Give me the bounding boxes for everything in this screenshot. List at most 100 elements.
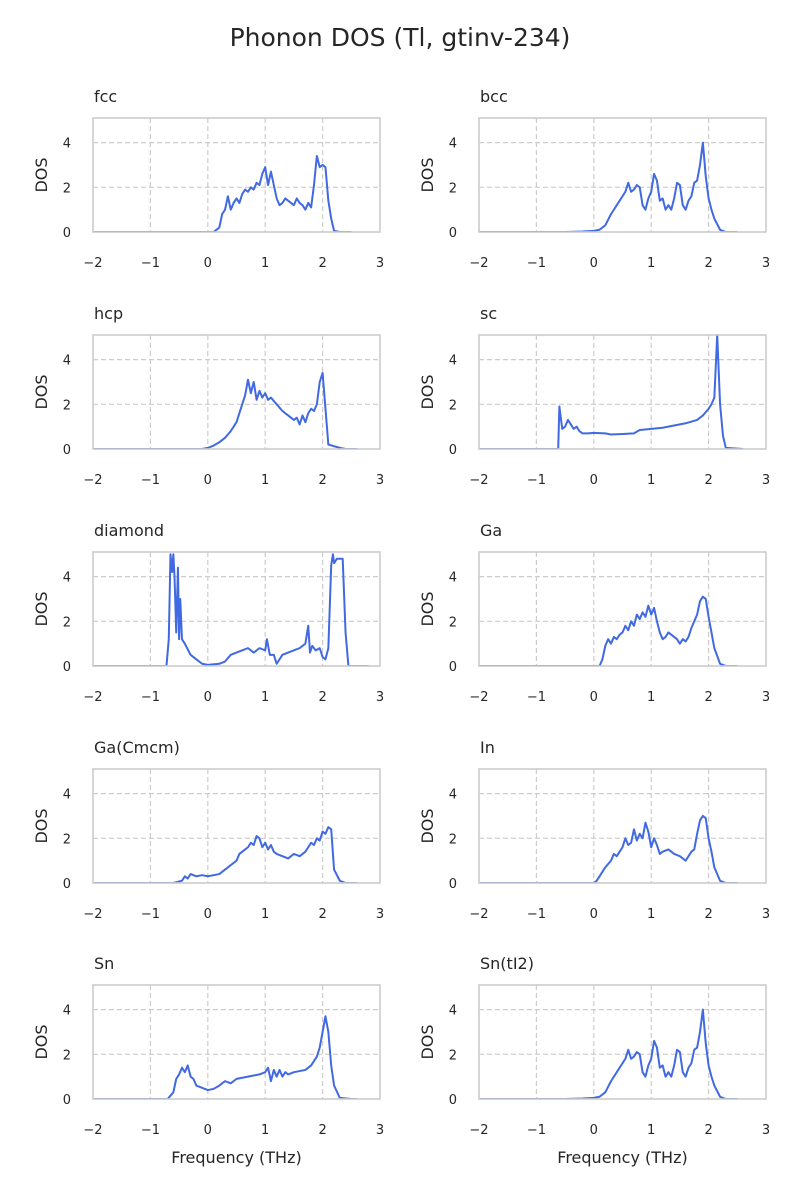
x-tick-label: 0 — [204, 1123, 212, 1138]
x-axis-label: Frequency (THz) — [171, 1148, 301, 1167]
panel-hcp: hcp DOS 0 2 4 −2 −1 0 1 2 3 — [32, 304, 384, 488]
dos-line — [93, 155, 352, 232]
panel-ga: Ga DOS 0 2 4 −2 −1 0 1 2 3 — [418, 521, 770, 705]
x-tick-label: −1 — [527, 256, 546, 271]
panel-sc: sc DOS 0 2 4 −2 −1 0 1 2 3 — [418, 304, 770, 488]
x-tick-label: −2 — [83, 907, 102, 922]
x-tick-label: 2 — [318, 907, 326, 922]
x-tick-label: 2 — [318, 473, 326, 488]
x-tick-label: −2 — [469, 473, 488, 488]
panel-fcc: fcc DOS 0 2 4 −2 −1 0 1 2 3 — [32, 87, 384, 271]
x-tick-label: 1 — [261, 256, 269, 271]
y-tick-label: 0 — [63, 1093, 71, 1108]
x-tick-label: −2 — [83, 1123, 102, 1138]
x-tick-label: 0 — [590, 907, 598, 922]
plot-frame — [92, 551, 381, 667]
figure-title: Phonon DOS (Tl, gtinv-234) — [230, 23, 571, 52]
y-tick-label: 0 — [449, 443, 457, 458]
x-tick-label: 2 — [704, 907, 712, 922]
y-tick-label: 4 — [449, 354, 457, 369]
panel-title: In — [480, 738, 495, 757]
panel-title: Ga — [480, 521, 502, 540]
y-axis-label: DOS — [32, 374, 51, 409]
plot-frame — [92, 117, 381, 233]
x-tick-label: 2 — [704, 256, 712, 271]
plot-frame — [92, 984, 381, 1100]
x-tick-label: 3 — [762, 907, 770, 922]
x-tick-label: −2 — [469, 256, 488, 271]
panel-title: hcp — [94, 304, 123, 323]
x-tick-label: 1 — [647, 473, 655, 488]
y-tick-label: 2 — [63, 615, 71, 630]
x-tick-label: 1 — [261, 690, 269, 705]
x-tick-label: 0 — [204, 907, 212, 922]
panel-title: bcc — [480, 87, 508, 106]
x-tick-label: −1 — [527, 473, 546, 488]
x-tick-label: 3 — [762, 690, 770, 705]
x-tick-label: −2 — [83, 256, 102, 271]
x-tick-label: −1 — [141, 473, 160, 488]
y-axis-label: DOS — [418, 1024, 437, 1059]
plot-frame — [478, 334, 767, 450]
x-tick-label: 1 — [647, 256, 655, 271]
x-tick-label: −1 — [141, 256, 160, 271]
y-axis-label: DOS — [32, 157, 51, 192]
dos-line — [93, 553, 369, 666]
x-tick-label: 2 — [318, 690, 326, 705]
x-tick-label: 1 — [261, 907, 269, 922]
y-tick-label: 2 — [449, 181, 457, 196]
x-tick-label: 3 — [376, 907, 384, 922]
x-tick-label: 0 — [204, 690, 212, 705]
y-tick-label: 0 — [449, 1093, 457, 1108]
y-tick-label: 2 — [449, 832, 457, 847]
plot-frame — [92, 768, 381, 884]
panel-diamond: diamond DOS 0 2 4 −2 −1 0 1 2 3 — [32, 521, 384, 705]
y-tick-label: 4 — [63, 571, 71, 586]
x-tick-label: −2 — [83, 690, 102, 705]
y-axis-label: DOS — [32, 1024, 51, 1059]
x-axis-label: Frequency (THz) — [557, 1148, 687, 1167]
y-tick-label: 2 — [449, 398, 457, 413]
y-axis-label: DOS — [418, 157, 437, 192]
x-tick-label: 0 — [590, 1123, 598, 1138]
x-tick-label: −2 — [83, 473, 102, 488]
x-tick-label: 1 — [261, 1123, 269, 1138]
x-tick-label: −2 — [469, 1123, 488, 1138]
x-tick-label: 2 — [704, 1123, 712, 1138]
y-tick-label: 4 — [449, 571, 457, 586]
x-tick-label: 0 — [204, 256, 212, 271]
dos-line — [479, 1008, 738, 1099]
x-tick-label: −1 — [527, 690, 546, 705]
x-tick-label: 3 — [762, 473, 770, 488]
y-tick-label: 2 — [63, 832, 71, 847]
plot-frame — [92, 334, 381, 450]
y-axis-label: DOS — [418, 808, 437, 843]
x-tick-label: 3 — [376, 1123, 384, 1138]
y-tick-label: 2 — [449, 1048, 457, 1063]
y-tick-label: 4 — [449, 137, 457, 152]
panel-ga-cmcm-: Ga(Cmcm) DOS 0 2 4 −2 −1 0 1 2 3 — [32, 738, 384, 922]
y-tick-label: 4 — [63, 1004, 71, 1019]
x-tick-label: 3 — [376, 690, 384, 705]
panel-title: Sn(tI2) — [480, 954, 534, 973]
panel-title: fcc — [94, 87, 117, 106]
y-tick-label: 4 — [449, 788, 457, 803]
dos-line — [479, 595, 738, 666]
y-tick-label: 0 — [63, 660, 71, 675]
y-tick-label: 2 — [63, 1048, 71, 1063]
panel-title: sc — [480, 304, 497, 323]
dos-line — [93, 1015, 358, 1099]
y-tick-label: 4 — [63, 354, 71, 369]
x-tick-label: 1 — [647, 1123, 655, 1138]
x-tick-label: −1 — [141, 1123, 160, 1138]
x-tick-label: −1 — [141, 690, 160, 705]
y-tick-label: 2 — [449, 615, 457, 630]
x-tick-label: −1 — [141, 907, 160, 922]
y-tick-label: 0 — [449, 660, 457, 675]
x-tick-label: 1 — [647, 907, 655, 922]
panel-title: Sn — [94, 954, 114, 973]
x-tick-label: 2 — [704, 690, 712, 705]
y-axis-label: DOS — [418, 591, 437, 626]
plot-frame — [478, 768, 767, 884]
